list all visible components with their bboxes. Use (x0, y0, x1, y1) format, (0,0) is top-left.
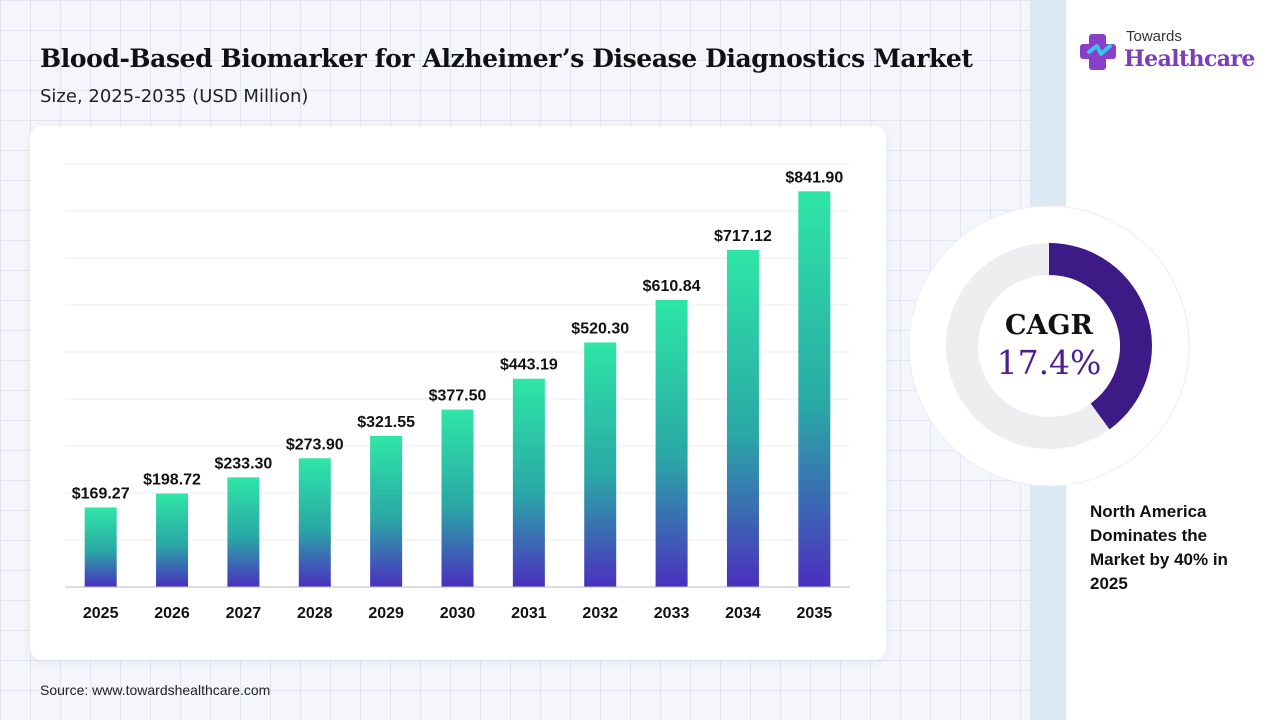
x-tick-label: 2035 (797, 605, 833, 622)
bar-2025 (84, 507, 117, 587)
x-tick-label: 2029 (368, 605, 404, 622)
bar-value-label: $233.30 (214, 455, 272, 472)
bar-value-label: $198.72 (143, 472, 201, 489)
bar-2027 (227, 477, 260, 587)
bar-2030 (441, 409, 474, 587)
bar-value-label: $273.90 (286, 436, 344, 453)
bar-2031 (512, 378, 545, 587)
bar-chart: $169.27 $198.72 $233.30 $273.90 $321.55 $377.… (65, 163, 850, 622)
x-tick-label: 2032 (582, 605, 618, 622)
x-tick-labels: 2025 2026 2027 2028 2029 2030 2031 2032 2033 2034… (83, 605, 832, 622)
bar-2035 (798, 191, 831, 587)
bar-2033 (655, 299, 688, 587)
logo-line1: Towards (1126, 28, 1182, 45)
x-tick-label: 2031 (511, 605, 547, 622)
bar-value-label: $841.90 (785, 169, 843, 186)
logo-line2: Healthcare (1124, 46, 1255, 72)
chart-title: Blood-Based Biomarker for Alzheimer’s Di… (40, 44, 973, 73)
bar-2032 (584, 342, 617, 587)
cagr-donut-ring (908, 205, 1190, 487)
x-tick-label: 2026 (154, 605, 190, 622)
donut-arc (1048, 243, 1152, 430)
x-tick-label: 2034 (725, 605, 761, 622)
bar-2026 (156, 493, 189, 587)
healthcare-cross-icon (1080, 34, 1116, 70)
region-note: North America Dominates the Market by 40… (1090, 502, 1228, 593)
bar-value-label: $377.50 (429, 388, 487, 405)
source-note: Source: www.towardshealthcare.com (40, 682, 271, 698)
cagr-label: CAGR (1005, 310, 1093, 341)
bar-2029 (370, 435, 403, 587)
bar-value-label: $520.30 (571, 320, 629, 337)
x-tick-label: 2025 (83, 605, 119, 622)
bar-2034 (726, 249, 759, 587)
bar-2028 (298, 458, 331, 587)
bar-value-label: $610.84 (643, 278, 701, 295)
bar-value-label: $443.19 (500, 357, 558, 374)
x-tick-label: 2033 (654, 605, 690, 622)
x-tick-label: 2030 (440, 605, 476, 622)
bar-value-labels: $169.27 $198.72 $233.30 $273.90 $321.55 $377.… (72, 169, 844, 502)
chart-subtitle: Size, 2025-2035 (USD Million) (40, 86, 309, 107)
bar-value-label: $169.27 (72, 485, 130, 502)
chart-card: $169.27 $198.72 $233.30 $273.90 $321.55 $377.… (30, 126, 886, 660)
x-tick-label: 2028 (297, 605, 333, 622)
bars (84, 191, 831, 587)
cagr-donut: CAGR 17.4% (906, 203, 1192, 489)
cagr-value: 17.4% (996, 343, 1102, 382)
bar-value-label: $321.55 (357, 414, 415, 431)
towards-healthcare-logo: Towards Healthcare (1080, 28, 1260, 78)
x-tick-label: 2027 (226, 605, 262, 622)
bar-value-label: $717.12 (714, 228, 772, 245)
